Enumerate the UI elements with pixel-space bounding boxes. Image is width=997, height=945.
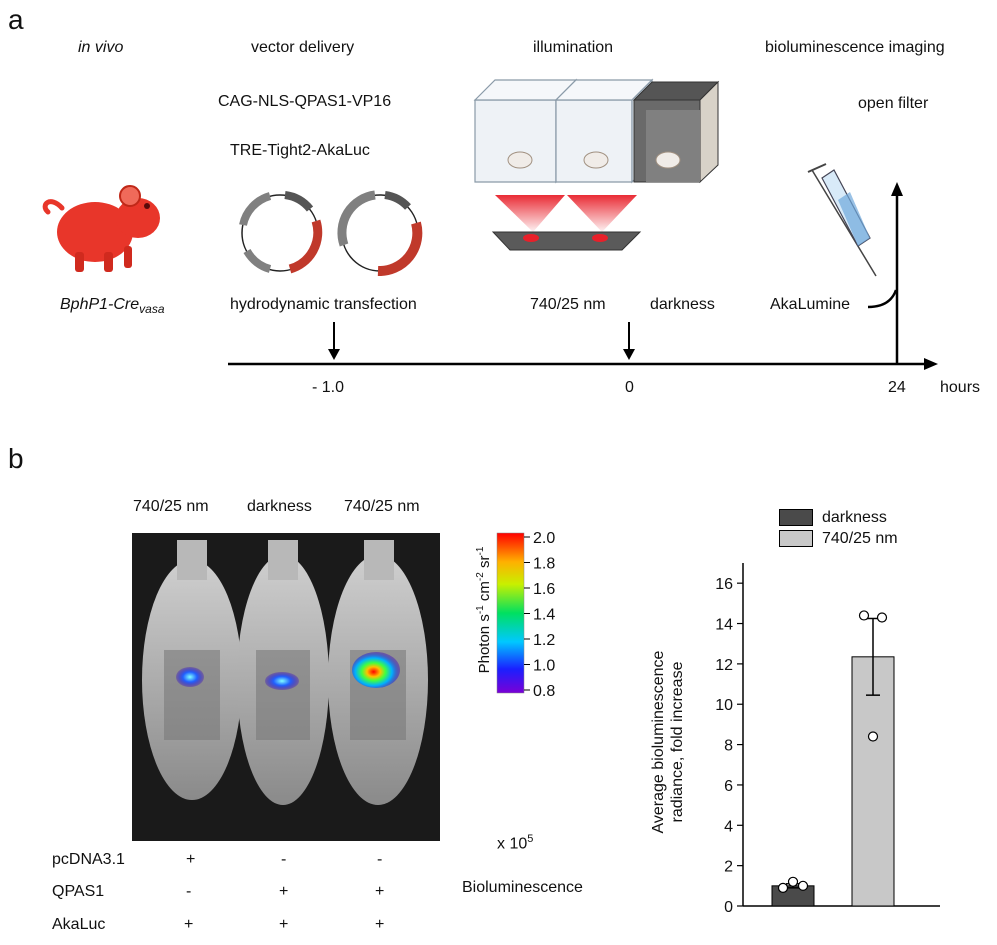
bar xyxy=(851,656,895,907)
row-qpas1-v3: + xyxy=(375,883,385,900)
chart-ylabel: Average bioluminescence radiance, fold i… xyxy=(649,651,687,834)
tick-label-24: 24 xyxy=(888,379,906,396)
plasmid-2-label: TRE-Tight2-AkaLuc xyxy=(230,142,370,159)
colorbar-ticks: 2.0 1.8 1.6 1.4 1.2 1.0 0.8 xyxy=(524,530,555,700)
data-point xyxy=(876,612,888,623)
chart-points xyxy=(777,610,888,893)
chart-bars xyxy=(771,617,895,907)
data-point xyxy=(787,876,799,887)
chart-ylabel-line2: radiance, fold increase xyxy=(669,661,686,823)
chart-ytick-label: 14 xyxy=(715,617,733,634)
colorbar-tick-label: 2.0 xyxy=(533,530,555,547)
data-point xyxy=(777,882,789,893)
bar-chart: 0 2 4 6 8 10 12 14 16 xyxy=(715,563,940,916)
row-pcdna-v3: - xyxy=(377,851,383,868)
chart-yticks: 0 2 4 6 8 10 12 14 16 xyxy=(715,576,743,916)
tick-label-minus1: - 1.0 xyxy=(312,379,345,396)
column-label-2: darkness xyxy=(247,498,312,515)
illumination-label: illumination xyxy=(533,39,614,56)
chart-ytick-label: 6 xyxy=(724,778,733,795)
open-filter-label: open filter xyxy=(858,95,929,112)
mouse-genotype-sub: vasa xyxy=(139,302,165,317)
row-qpas1-v1: - xyxy=(186,883,192,900)
data-point xyxy=(858,610,870,621)
vector-delivery-label: vector delivery xyxy=(251,39,355,56)
data-point xyxy=(867,731,879,742)
mouse-image xyxy=(132,533,440,841)
plasmid-1-label: CAG-NLS-QPAS1-VP16 xyxy=(218,93,392,110)
legend-label-darkness: darkness xyxy=(822,509,887,526)
plasmid-1-icon xyxy=(239,191,323,274)
colorbar-axis-label: Photon s-1 cm-2 sr-1 xyxy=(475,546,493,674)
timeline xyxy=(228,182,938,370)
mouse-left xyxy=(142,540,242,800)
light-beams xyxy=(491,195,642,251)
column-label-1: 740/25 nm xyxy=(133,498,209,515)
colorbar-tick-label: 1.6 xyxy=(533,581,555,598)
legend-label-740: 740/25 nm xyxy=(822,530,898,547)
row-pcdna-v2: - xyxy=(281,851,287,868)
in-vivo-label: in vivo xyxy=(78,39,124,56)
colorbar-tick-label: 1.8 xyxy=(533,556,555,573)
colorbar-multiplier: x 105 xyxy=(497,834,533,852)
colorbar: 2.0 1.8 1.6 1.4 1.2 1.0 0.8 xyxy=(496,530,555,700)
mouse-genotype-main: BphP1-Cre xyxy=(60,296,140,313)
chart-ytick-label: 0 xyxy=(724,899,733,916)
panel-b-label: b xyxy=(8,443,24,474)
row-pcdna-v1: + xyxy=(186,851,196,868)
colorbar-tick-label: 0.8 xyxy=(533,683,555,700)
column-label-3: 740/25 nm xyxy=(344,498,420,515)
colorbar-caption: Bioluminescence xyxy=(462,879,583,896)
chart-ytick-label: 8 xyxy=(724,738,733,755)
legend-swatch-740 xyxy=(779,530,813,547)
chart-ylabel-line1: Average bioluminescence xyxy=(649,650,667,834)
mouse-middle xyxy=(237,540,329,805)
hydrodynamic-label: hydrodynamic transfection xyxy=(230,296,417,313)
red-mouse-icon xyxy=(42,185,160,272)
chart-ytick-label: 16 xyxy=(715,576,733,593)
data-point xyxy=(797,880,809,891)
dark-box xyxy=(632,80,720,184)
chart-ytick-label: 10 xyxy=(715,697,733,714)
imaging-label: bioluminescence imaging xyxy=(765,39,945,56)
row-akaluc-v3: + xyxy=(375,916,385,933)
row-akaluc-v1: + xyxy=(184,916,194,933)
row-akaluc-v2: + xyxy=(279,916,289,933)
tick-label-0: 0 xyxy=(625,379,634,396)
colorbar-tick-label: 1.4 xyxy=(533,607,555,624)
row-qpas1-v2: + xyxy=(279,883,289,900)
darkness-label-a: darkness xyxy=(650,296,715,313)
chart-ytick-label: 12 xyxy=(715,657,733,674)
colorbar-multiplier-exp: 5 xyxy=(527,833,534,845)
colorbar-multiplier-prefix: x 10 xyxy=(497,835,528,853)
light-740-label-a: 740/25 nm xyxy=(530,296,606,313)
panel-a-label: a xyxy=(8,4,24,35)
colorbar-tick-label: 1.0 xyxy=(533,658,555,675)
hours-label: hours xyxy=(940,379,981,396)
mouse-genotype-label: BphP1-Crevasa xyxy=(60,296,165,317)
mouse-right xyxy=(328,540,428,805)
chart-ytick-label: 2 xyxy=(724,859,733,876)
row-name-pcdna: pcDNA3.1 xyxy=(52,851,125,868)
row-name-akaluc: AkaLuc xyxy=(52,916,106,933)
legend-swatch-darkness xyxy=(779,509,813,526)
row-name-qpas1: QPAS1 xyxy=(52,883,105,900)
syringe-icon xyxy=(807,163,877,277)
chart-ytick-label: 4 xyxy=(724,818,733,835)
colorbar-tick-label: 1.2 xyxy=(533,632,555,649)
akalumine-label: AkaLumine xyxy=(770,296,851,313)
plasmid-2-icon xyxy=(337,190,423,276)
colorbar-label-prefix: Photon s xyxy=(476,614,493,674)
chart-axes xyxy=(742,563,940,907)
